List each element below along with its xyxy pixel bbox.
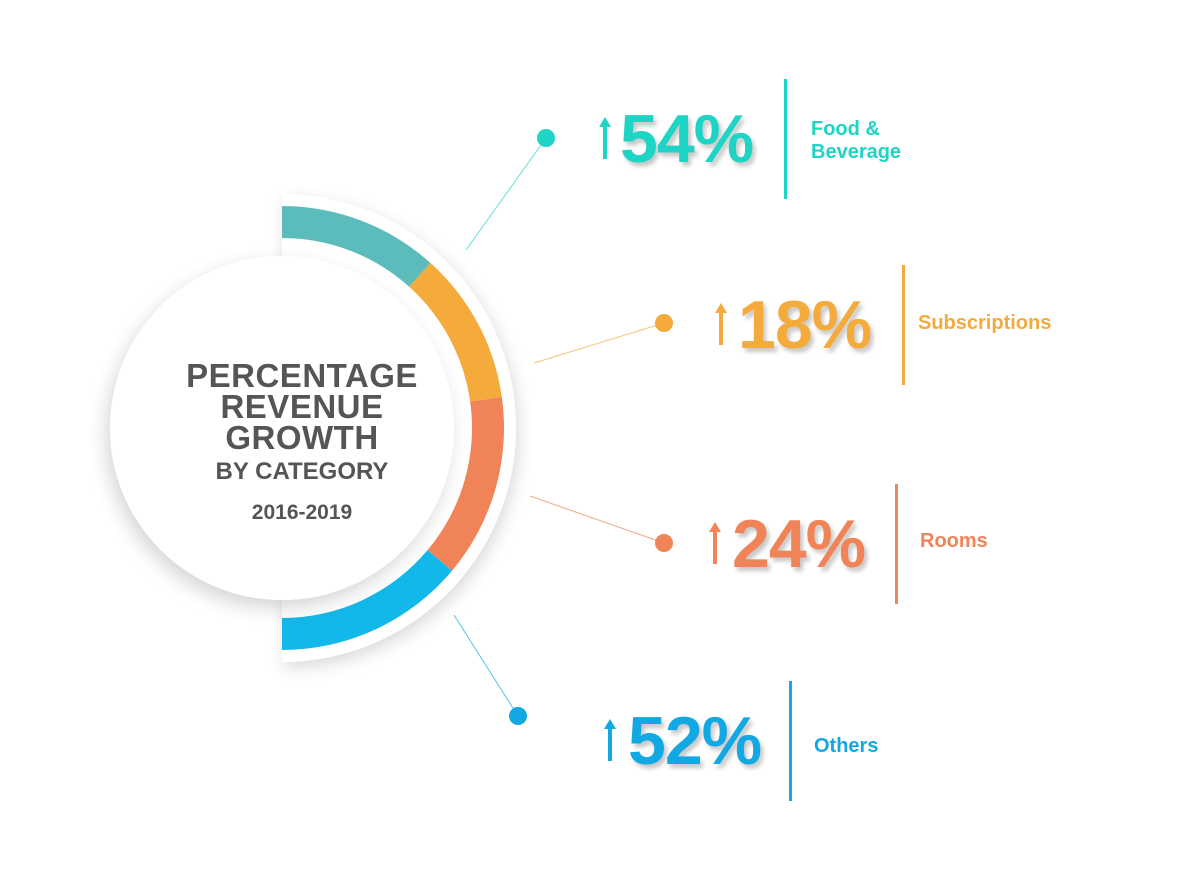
growth-value: 18% bbox=[738, 287, 872, 363]
title-line-1: PERCENTAGE bbox=[186, 357, 418, 394]
subtitle: BY CATEGORY bbox=[215, 458, 389, 485]
connector-dot-1 bbox=[537, 129, 555, 147]
title-line-3: GROWTH bbox=[225, 419, 379, 456]
ring-segment-4 bbox=[282, 550, 453, 650]
growth-value: 24% bbox=[732, 506, 866, 582]
divider-line bbox=[902, 265, 905, 385]
category-label: Others bbox=[814, 735, 879, 757]
category-label: Subscriptions bbox=[918, 312, 1052, 334]
growth-value: 54% bbox=[620, 101, 754, 177]
connector-line-2 bbox=[533, 322, 665, 364]
divider-line bbox=[895, 484, 898, 604]
connector-dot-3 bbox=[655, 534, 673, 552]
ring-segments bbox=[282, 206, 504, 650]
category-label: Food & Beverage bbox=[811, 118, 902, 163]
divider-line bbox=[784, 79, 787, 199]
up-arrow-icon bbox=[599, 117, 611, 159]
connector-line-3 bbox=[529, 495, 665, 544]
connector-line-1 bbox=[465, 137, 547, 251]
center-disc bbox=[110, 256, 454, 600]
title-line-2: REVENUE bbox=[220, 388, 384, 425]
center-title: PERCENTAGE REVENUE GROWTH BY CATEGORY 20… bbox=[152, 357, 452, 527]
connector-line-4 bbox=[453, 614, 519, 717]
up-arrow-icon bbox=[604, 719, 616, 761]
year-range: 2016-2019 bbox=[251, 501, 353, 524]
growth-value: 52% bbox=[628, 703, 762, 779]
up-arrow-icon bbox=[709, 522, 721, 564]
ring-segment-2 bbox=[409, 263, 502, 402]
connector-dot-4 bbox=[509, 707, 527, 725]
connector-dot-2 bbox=[655, 314, 673, 332]
ring-segment-3 bbox=[427, 397, 504, 571]
up-arrow-icon bbox=[715, 303, 727, 345]
connector-lines bbox=[453, 137, 665, 717]
divider-line bbox=[789, 681, 792, 801]
category-label: Rooms bbox=[920, 530, 988, 552]
ring-segment-1 bbox=[282, 206, 431, 287]
connector-dots bbox=[509, 129, 673, 725]
